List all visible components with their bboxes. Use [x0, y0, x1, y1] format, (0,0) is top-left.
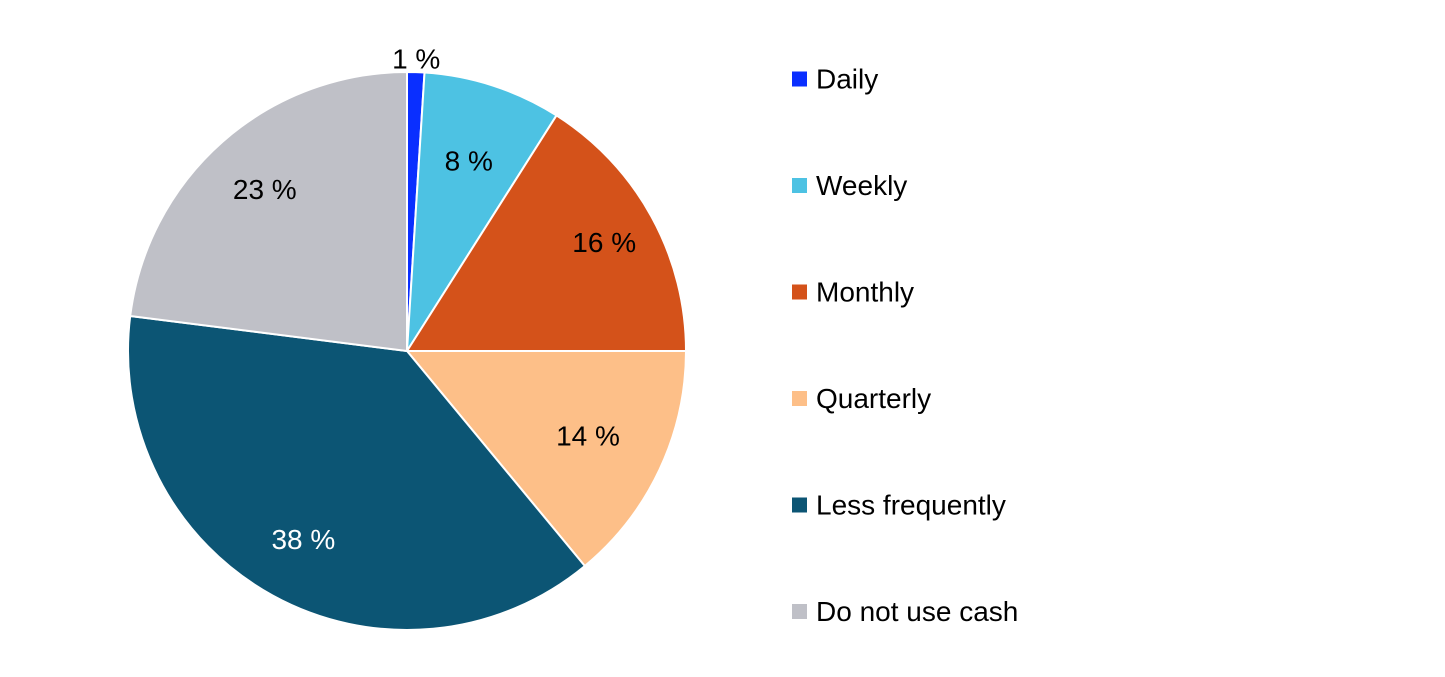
pie-slices [127, 70, 688, 631]
legend-item-daily: Daily [792, 64, 878, 95]
legend-label-less-frequently: Less frequently [816, 490, 1006, 521]
data-label-daily: 1 % [392, 44, 440, 75]
legend: Daily Weekly Monthly Quarterly Less frequent… [792, 64, 1018, 627]
legend-swatch-weekly [792, 178, 807, 193]
legend-label-weekly: Weekly [816, 170, 907, 201]
data-label-monthly: 16 % [572, 227, 636, 258]
legend-item-weekly: Weekly [792, 170, 907, 201]
pie-slice-less-frequently [127, 314, 587, 631]
pie-slice-do-not-use-cash [129, 70, 408, 353]
legend-swatch-daily [792, 71, 807, 87]
pie-slice-quarterly [404, 350, 688, 568]
legend-swatch-quarterly [792, 391, 807, 406]
data-label-do-not-use-cash: 23 % [233, 174, 297, 205]
data-label-weekly: 8 % [445, 145, 493, 176]
legend-item-less-frequently: Less frequently [792, 490, 1006, 521]
legend-swatch-monthly [792, 284, 807, 300]
legend-item-quarterly: Quarterly [792, 383, 931, 414]
legend-item-monthly: Monthly [792, 277, 914, 308]
legend-item-do-not-use-cash: Do not use cash [792, 596, 1018, 627]
pie-slice-weekly [406, 71, 558, 352]
legend-label-daily: Daily [816, 64, 878, 95]
data-label-quarterly: 14 % [556, 421, 620, 452]
legend-swatch-do-not-use-cash [792, 604, 807, 619]
legend-swatch-less-frequently [792, 497, 807, 513]
legend-label-quarterly: Quarterly [816, 383, 931, 414]
pie-data-labels: 1 % 8 % 16 % 14 % 38 % 23 % [233, 44, 636, 555]
legend-label-do-not-use-cash: Do not use cash [816, 596, 1018, 627]
data-label-less-frequently: 38 % [271, 524, 335, 555]
pie-slice-monthly [405, 114, 688, 352]
legend-label-monthly: Monthly [816, 277, 914, 308]
